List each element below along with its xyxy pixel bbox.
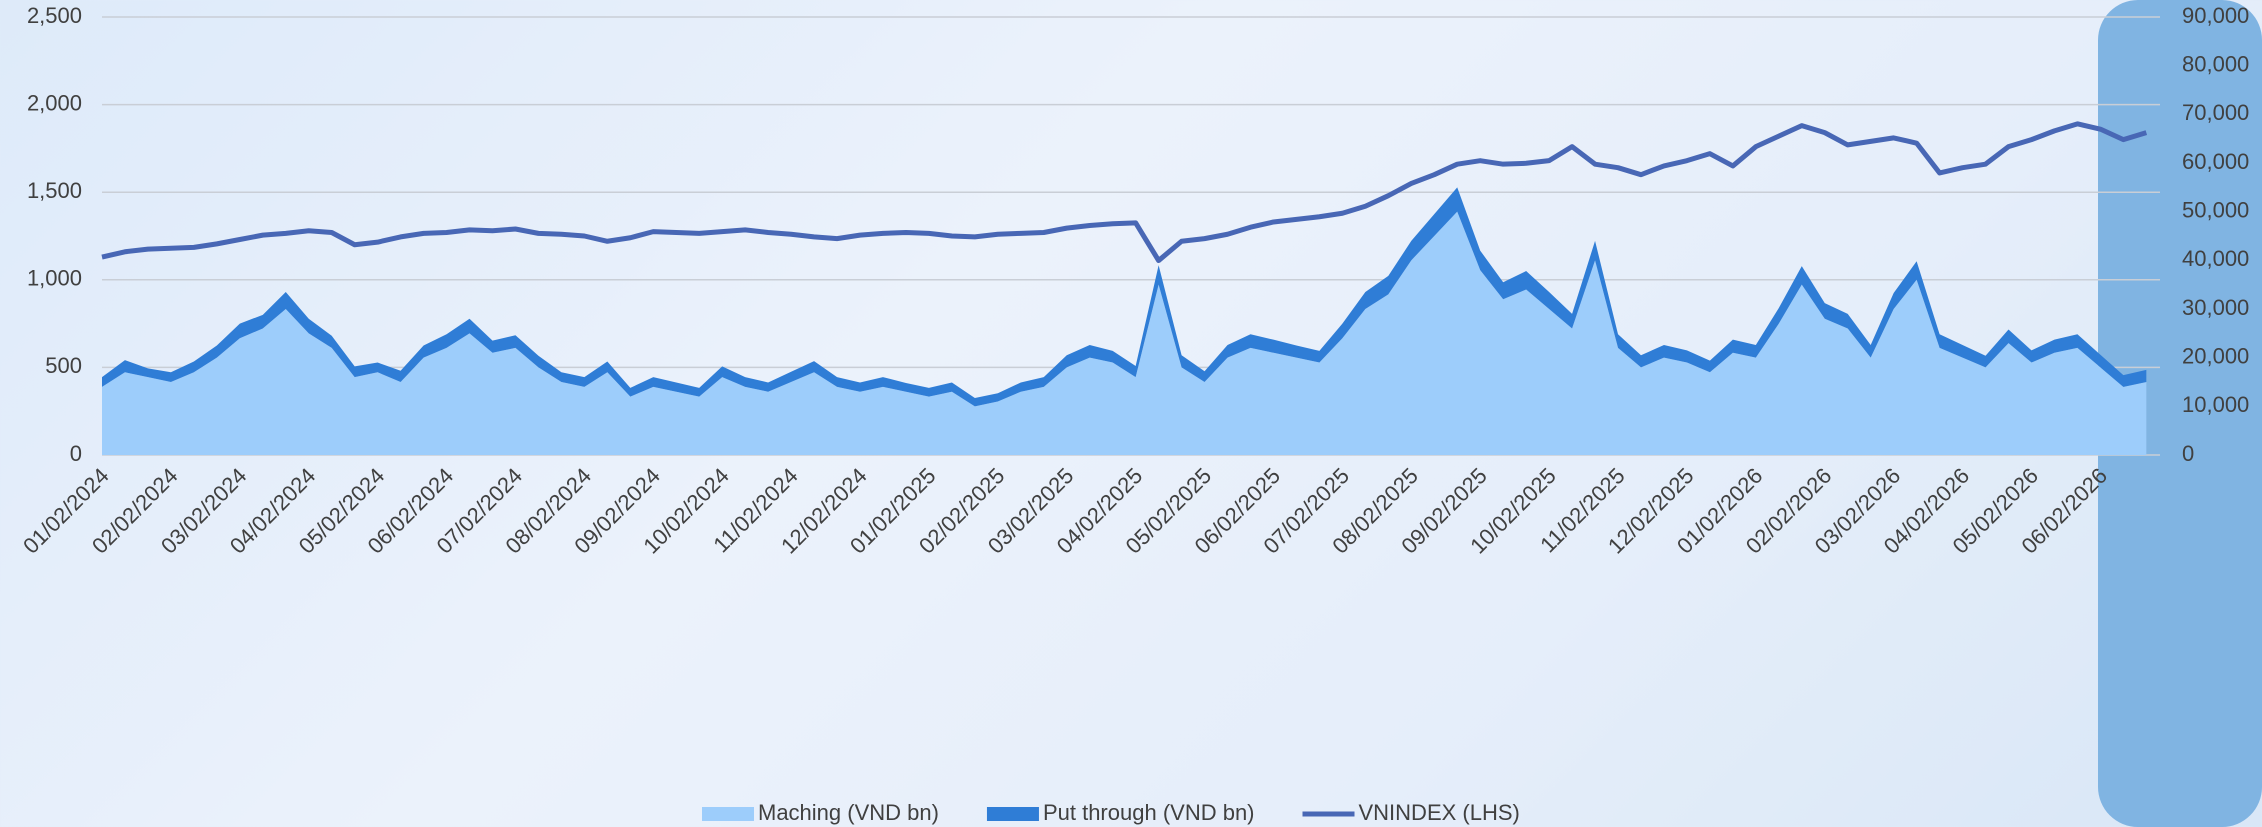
y-tick-label: 500 bbox=[45, 353, 82, 378]
y-tick-label: 1,000 bbox=[27, 266, 82, 291]
y-tick-label: 0 bbox=[70, 441, 82, 466]
y-tick-label: 2,000 bbox=[27, 90, 82, 115]
y2-tick-label: 30,000 bbox=[2182, 295, 2249, 320]
legend-label: VNINDEX (LHS) bbox=[1359, 800, 1520, 825]
y-tick-label: 2,500 bbox=[27, 3, 82, 28]
legend-label: Maching (VND bn) bbox=[758, 800, 939, 825]
y2-tick-label: 20,000 bbox=[2182, 343, 2249, 368]
y2-tick-label: 50,000 bbox=[2182, 197, 2249, 222]
y2-tick-label: 0 bbox=[2182, 441, 2194, 466]
legend-swatch bbox=[987, 807, 1039, 821]
page: 0 500 1,000 1,500 2,000 2,500 0 10,000 20,000 30,… bbox=[0, 0, 2262, 827]
chart: 0 500 1,000 1,500 2,000 2,500 0 10,000 20,000 30,… bbox=[0, 0, 2262, 827]
legend: Maching (VND bn) Put through (VND bn) VNIN… bbox=[702, 800, 1520, 825]
legend-label: Put through (VND bn) bbox=[1043, 800, 1255, 825]
legend-swatch bbox=[702, 807, 754, 821]
y2-tick-label: 40,000 bbox=[2182, 246, 2249, 271]
y-tick-label: 1,500 bbox=[27, 178, 82, 203]
y2-tick-label: 80,000 bbox=[2182, 51, 2249, 76]
y2-tick-label: 90,000 bbox=[2182, 3, 2249, 28]
y2-tick-label: 60,000 bbox=[2182, 149, 2249, 174]
y2-tick-label: 10,000 bbox=[2182, 392, 2249, 417]
y2-tick-label: 70,000 bbox=[2182, 100, 2249, 125]
